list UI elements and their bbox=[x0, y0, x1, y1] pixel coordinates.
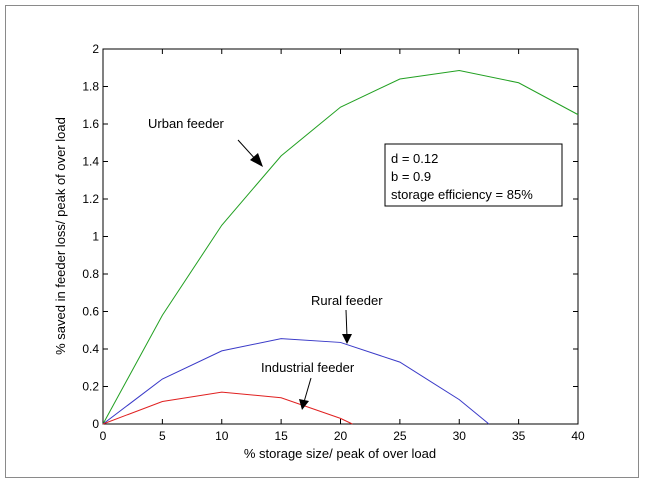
urban-feeder-line bbox=[102, 70, 579, 425]
rural-feeder-line bbox=[102, 338, 490, 425]
y-tick-label: 0.2 bbox=[82, 380, 99, 394]
industrial-feeder-line bbox=[102, 391, 353, 425]
x-tick-label: 25 bbox=[393, 429, 407, 443]
y-axis-label: % saved in feeder loss/ peak of over loa… bbox=[53, 117, 68, 355]
figure-frame bbox=[5, 5, 639, 478]
x-tick-label: 20 bbox=[334, 429, 348, 443]
parameter-b: b = 0.9 bbox=[391, 169, 431, 184]
urban-feeder-annotation: Urban feeder bbox=[148, 116, 225, 131]
y-tick-label: 0.4 bbox=[82, 342, 99, 356]
y-tick-label: 0.8 bbox=[82, 267, 99, 281]
parameter-d: d = 0.12 bbox=[391, 151, 438, 166]
y-axis-ticks: 0 0.2 0.4 0.6 0.8 1 1.2 1.4 1.6 1.8 2 bbox=[82, 42, 578, 431]
y-tick-label: 2 bbox=[92, 42, 99, 56]
x-tick-label: 30 bbox=[453, 429, 467, 443]
x-tick-label: 15 bbox=[274, 429, 288, 443]
x-tick-label: 10 bbox=[215, 429, 229, 443]
rural-feeder-annotation: Rural feeder bbox=[311, 293, 383, 308]
y-tick-label: 1.8 bbox=[82, 80, 99, 94]
urban-feeder-arrow-head bbox=[250, 153, 263, 167]
x-axis-ticks: 0 5 10 15 20 25 30 35 40 bbox=[100, 49, 585, 443]
x-tick-label: 0 bbox=[100, 429, 107, 443]
parameter-box bbox=[384, 143, 563, 207]
y-tick-label: 1.2 bbox=[82, 192, 99, 206]
parameter-storage-efficiency: storage efficiency = 85% bbox=[391, 187, 533, 202]
industrial-feeder-annotation: Industrial feeder bbox=[261, 360, 355, 375]
x-tick-label: 40 bbox=[571, 429, 585, 443]
y-tick-label: 1.6 bbox=[82, 117, 99, 131]
x-tick-label: 35 bbox=[512, 429, 526, 443]
x-tick-label: 5 bbox=[159, 429, 166, 443]
industrial-feeder-arrow-head bbox=[299, 399, 309, 410]
y-tick-label: 0 bbox=[92, 417, 99, 431]
rural-feeder-arrow-line bbox=[345, 309, 348, 338]
y-tick-label: 1.4 bbox=[82, 155, 99, 169]
series-lines bbox=[102, 70, 579, 425]
x-axis-label: % storage size/ peak of over load bbox=[244, 446, 436, 461]
rural-feeder-arrow-head bbox=[342, 334, 352, 344]
y-tick-label: 0.6 bbox=[82, 305, 99, 319]
y-tick-label: 1 bbox=[92, 230, 99, 244]
industrial-feeder-arrow-line bbox=[303, 377, 312, 403]
